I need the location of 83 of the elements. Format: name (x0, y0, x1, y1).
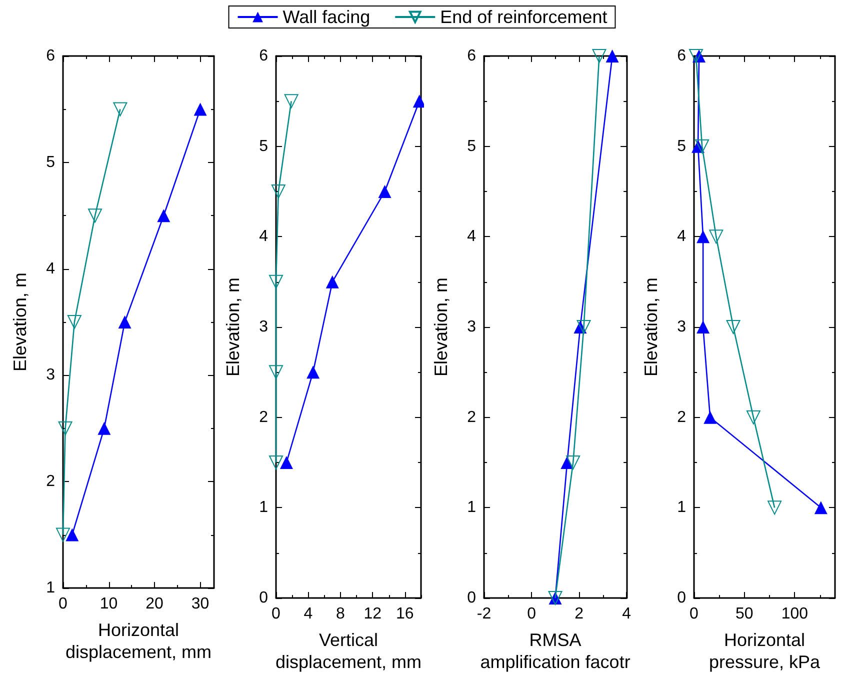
point (704, 410, 717, 424)
point (606, 50, 619, 62)
x-axis-title: Vertical displacement, mm (275, 630, 422, 672)
legend-label: End of reinforcement (440, 7, 608, 27)
y-axis-title: Elevation, m (10, 272, 30, 372)
point (58, 421, 72, 436)
y-tick-label: 4 (259, 228, 268, 246)
x-tick-label: 0 (58, 596, 68, 612)
y-axis-title: Elevation, m (641, 277, 661, 377)
point (746, 410, 760, 424)
x-tick-label: 12 (364, 606, 382, 622)
y-tick-label: 6 (467, 48, 476, 64)
y-tick-label: 6 (677, 48, 686, 64)
y-tick-label: 5 (46, 154, 56, 171)
point (378, 185, 392, 198)
legend-label: Wall facing (282, 7, 370, 27)
point (695, 139, 710, 154)
point (326, 275, 339, 288)
y-tick-label: 2 (259, 408, 268, 426)
x-tick-label: 4 (622, 606, 632, 622)
point (271, 184, 286, 198)
point (696, 230, 710, 244)
y-tick-label: 3 (259, 318, 268, 336)
y-tick-label: 3 (46, 366, 56, 384)
point (689, 49, 704, 63)
x-tick-label: 8 (336, 606, 345, 622)
y-tick-label: 4 (677, 228, 686, 246)
point (280, 456, 293, 469)
y-axis-title: Elevation, m (223, 277, 243, 377)
x-tick-label: 0 (527, 606, 536, 622)
x-axis-title: RMSA amplification facotr (480, 630, 630, 672)
x-tick-label: 0 (690, 606, 699, 622)
point (113, 102, 128, 116)
y-axis-title: Elevation, m (431, 277, 451, 377)
x-tick-label: 10 (100, 596, 118, 612)
point (306, 366, 320, 379)
x-axis-title: Horizontal displacement, mm (65, 620, 212, 662)
y-tick-label: 1 (677, 499, 686, 516)
x-tick-label: 100 (781, 606, 808, 622)
y-tick-label: 3 (467, 318, 476, 336)
point (269, 456, 283, 470)
point (269, 274, 283, 289)
point (726, 320, 740, 334)
y-tick-label: 2 (467, 408, 476, 426)
y-tick-label: 1 (46, 580, 56, 596)
x-tick-label: -2 (476, 606, 492, 622)
y-tick-label: 5 (259, 138, 268, 155)
x-tick-label: 50 (735, 606, 754, 622)
point (56, 528, 70, 542)
point (118, 316, 132, 328)
x-tick-label: 4 (304, 606, 313, 622)
point (709, 230, 724, 244)
y-tick-label: 1 (259, 499, 268, 516)
y-tick-label: 4 (467, 228, 476, 246)
point (67, 315, 82, 329)
y-tick-label: 5 (467, 138, 476, 155)
y-tick-label: 5 (677, 138, 686, 155)
y-tick-label: 3 (677, 318, 686, 336)
point (66, 528, 79, 542)
point (157, 209, 170, 222)
point (768, 500, 782, 515)
point (194, 102, 207, 116)
point (269, 365, 283, 380)
y-tick-label: 1 (467, 499, 476, 516)
point (576, 320, 591, 334)
x-axis-title: Horizontal pressure, kPa (708, 630, 822, 672)
x-tick-label: 2 (574, 606, 584, 622)
point (566, 456, 580, 470)
x-tick-label: 20 (146, 596, 164, 612)
y-tick-label: 2 (677, 408, 686, 426)
x-tick-label: 30 (191, 596, 210, 612)
x-tick-label: 16 (396, 606, 414, 622)
point (88, 208, 102, 223)
point (284, 94, 298, 108)
y-tick-label: 6 (46, 48, 56, 64)
x-tick-label: 0 (272, 606, 281, 622)
point (592, 49, 606, 63)
point (696, 320, 710, 334)
y-tick-label: 2 (46, 473, 56, 490)
y-tick-label: 6 (259, 48, 268, 64)
y-tick-label: 4 (46, 260, 56, 278)
point (814, 501, 828, 514)
point (98, 422, 111, 435)
